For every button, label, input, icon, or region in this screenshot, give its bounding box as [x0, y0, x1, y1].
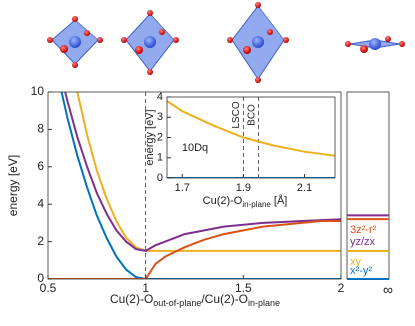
axis-label: energy [eV] [6, 155, 20, 216]
y-tick-label: 0 [37, 271, 44, 285]
x-tick-label: 1 [142, 281, 149, 295]
level-label: yz/zx [350, 236, 376, 248]
x-tick-label: 1.5 [235, 281, 252, 295]
y-tick-label: 3 [157, 111, 163, 123]
annotation: 10Dq [182, 142, 208, 154]
axis-label-part: energy [eV] [144, 109, 156, 165]
axis-label: energy [eV] [144, 109, 156, 165]
x-tick-label: 2 [338, 281, 345, 295]
level-label: 3z²-r² [350, 224, 377, 236]
y-tick-label: 4 [37, 196, 44, 210]
series-line [64, 92, 341, 252]
y-tick-label: 0 [157, 172, 163, 184]
y-tick-label: 4 [157, 91, 163, 103]
axis-label-part: out-of-plane [153, 298, 201, 308]
axis-label-part: in-plane [242, 200, 271, 209]
y-tick-label: 6 [37, 159, 44, 173]
series-line [167, 100, 335, 157]
axis-label-part: [Å] [271, 194, 288, 207]
y-tick-label: 10 [31, 84, 45, 98]
axis-label-part: energy [eV] [6, 155, 20, 216]
octahedron-icon [227, 2, 289, 83]
x-tick-label: 1.9 [236, 182, 251, 194]
axis-label: Cu(2)-Oin-plane [Å] [203, 194, 288, 209]
axis-label-part: /Cu(2)-O [201, 292, 248, 306]
octahedron-icon [121, 10, 179, 75]
axis-label-part: Cu(2)-O [110, 292, 153, 306]
axes-box [47, 91, 342, 280]
x-tick-label: 0.5 [40, 281, 57, 295]
axis-label: Cu(2)-Oout-of-plane/Cu(2)-Oin-plane [110, 292, 280, 308]
reference-label: LSCO [231, 101, 242, 128]
level-label: x²-y² [350, 265, 372, 277]
series-line [48, 220, 341, 279]
y-tick-label: 2 [157, 131, 163, 143]
reference-label: BCO [246, 104, 257, 126]
x-tick-label: 1.7 [175, 182, 190, 194]
y-tick-label: 2 [37, 234, 44, 248]
x-tick-label: 2.1 [297, 182, 312, 194]
y-tick-label: 8 [37, 122, 44, 136]
y-tick-label: 1 [157, 152, 163, 164]
axes-box [346, 91, 390, 280]
series-line [76, 92, 341, 252]
octahedron-icon [345, 36, 405, 53]
level-label: xy [350, 256, 362, 268]
series-line [60, 92, 341, 279]
octahedron-icon [47, 16, 103, 68]
plot-area [167, 97, 335, 178]
axis-label-part: Cu(2)-O [203, 195, 243, 207]
x-tick-label: ∞ [383, 282, 393, 298]
axis-label-part: in-plane [248, 298, 280, 308]
